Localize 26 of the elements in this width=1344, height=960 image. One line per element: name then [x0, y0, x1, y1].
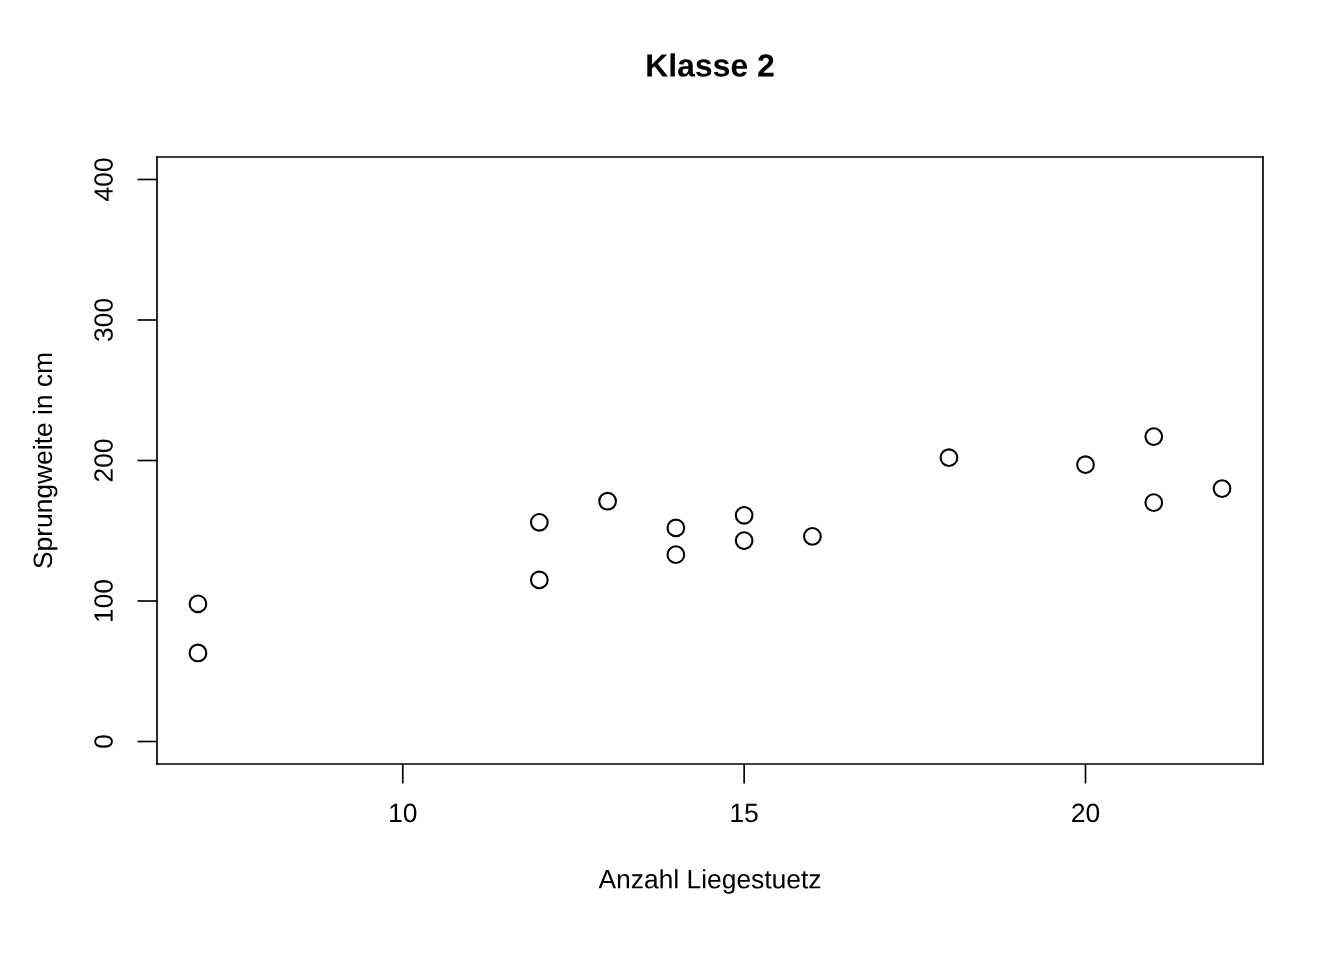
- y-tick-label: 200: [94, 439, 113, 482]
- point: [1212, 479, 1232, 498]
- point: [666, 518, 686, 538]
- point: [939, 448, 959, 468]
- x-tick-label: 20: [1072, 803, 1100, 823]
- point: [803, 527, 822, 546]
- point: [1144, 427, 1164, 446]
- point: [734, 505, 754, 525]
- x-tick-label: 15: [731, 803, 758, 823]
- point: [188, 643, 208, 663]
- point: [1076, 455, 1095, 475]
- point: [188, 594, 208, 614]
- point: [1144, 493, 1164, 513]
- point: [598, 491, 617, 511]
- point: [529, 570, 549, 590]
- x-tick-label: 10: [390, 803, 417, 823]
- chart-title: Klasse 2: [647, 53, 774, 77]
- x-axis-title: Anzahl Liegestuetz: [598, 869, 821, 894]
- y-tick-label: 100: [94, 580, 113, 622]
- point: [666, 545, 686, 565]
- y-tick-label: 0: [94, 735, 113, 748]
- point: [734, 531, 754, 550]
- y-axis-title: Sprungweite in cm: [32, 353, 58, 568]
- y-tick-label: 400: [94, 158, 113, 201]
- point: [529, 512, 549, 532]
- y-tick-label: 300: [94, 299, 113, 341]
